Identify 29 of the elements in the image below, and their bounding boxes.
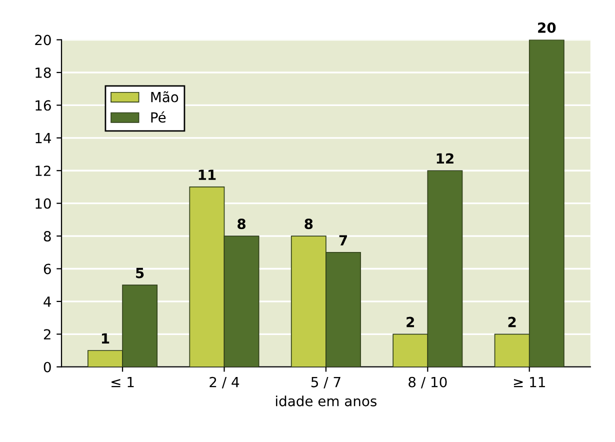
x-tick-label: 8 / 10 bbox=[408, 376, 447, 388]
x-axis-title: idade em anos bbox=[276, 396, 377, 406]
x-tick-label: ≥ 11 bbox=[514, 377, 545, 388]
y-tick-label: 16 bbox=[36, 100, 51, 111]
y-tick-label: 6 bbox=[44, 264, 51, 274]
y-tick-label: 10 bbox=[36, 198, 51, 209]
y-tick-label: 2 bbox=[44, 329, 50, 340]
legend-label: Mão bbox=[151, 91, 178, 102]
x-tick-label: 5 / 7 bbox=[311, 377, 340, 388]
data-label: 1 bbox=[102, 333, 110, 344]
data-label: 8 bbox=[238, 218, 246, 230]
y-tick-label: 14 bbox=[36, 133, 51, 144]
x-tick-label: 2 / 4 bbox=[210, 376, 240, 388]
data-label: 7 bbox=[339, 235, 347, 246]
y-tick-label: 20 bbox=[35, 34, 51, 46]
legend-label: Pé bbox=[151, 111, 166, 123]
y-tick-label: 12 bbox=[36, 166, 50, 176]
y-tick-label: 4 bbox=[44, 296, 51, 307]
data-label: 5 bbox=[136, 268, 144, 278]
y-tick-label: 18 bbox=[36, 67, 51, 78]
data-label: 11 bbox=[198, 170, 216, 180]
x-tick-label: ≤ 1 bbox=[112, 377, 134, 388]
data-label: 2 bbox=[406, 316, 414, 328]
y-tick-label: 8 bbox=[44, 230, 51, 242]
data-label: 20 bbox=[538, 22, 556, 33]
data-label: 2 bbox=[508, 316, 516, 328]
data-label: 12 bbox=[436, 153, 454, 164]
data-label: 8 bbox=[304, 218, 313, 230]
y-tick-label: 0 bbox=[44, 362, 51, 372]
